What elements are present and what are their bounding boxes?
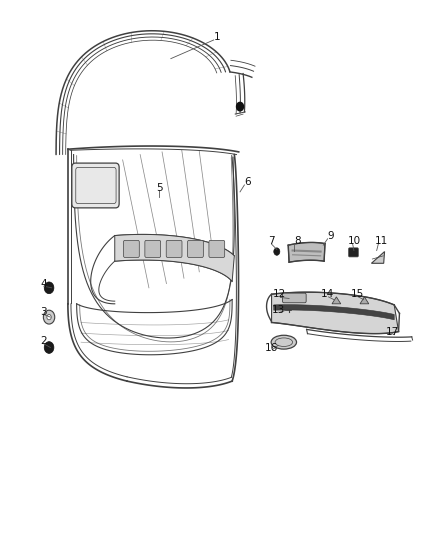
FancyBboxPatch shape [283, 293, 306, 303]
Text: 12: 12 [273, 289, 286, 299]
FancyBboxPatch shape [166, 240, 182, 257]
Text: 17: 17 [385, 327, 399, 336]
Text: 15: 15 [350, 289, 364, 299]
Polygon shape [332, 297, 341, 304]
FancyBboxPatch shape [349, 248, 358, 257]
FancyBboxPatch shape [124, 240, 139, 257]
Text: 11: 11 [374, 236, 388, 246]
Text: 7: 7 [268, 236, 275, 246]
Polygon shape [288, 243, 325, 262]
Text: 8: 8 [294, 236, 301, 246]
Text: 6: 6 [244, 177, 251, 187]
Circle shape [274, 248, 280, 255]
Polygon shape [360, 297, 369, 304]
FancyBboxPatch shape [72, 163, 119, 208]
FancyBboxPatch shape [145, 240, 161, 257]
Text: 13: 13 [272, 305, 285, 315]
Text: 3: 3 [40, 307, 47, 317]
Polygon shape [272, 292, 399, 334]
Text: 1: 1 [213, 33, 220, 42]
Circle shape [47, 314, 51, 320]
Circle shape [237, 102, 244, 111]
FancyBboxPatch shape [187, 240, 203, 257]
Polygon shape [274, 305, 394, 320]
Ellipse shape [271, 335, 297, 349]
Circle shape [44, 342, 54, 353]
Polygon shape [371, 252, 385, 263]
Circle shape [44, 282, 54, 294]
Text: 4: 4 [40, 279, 47, 288]
Text: 5: 5 [156, 183, 163, 192]
Text: 2: 2 [40, 336, 47, 346]
FancyBboxPatch shape [209, 240, 225, 257]
Polygon shape [115, 235, 234, 281]
Circle shape [43, 310, 55, 324]
Text: 14: 14 [321, 289, 334, 299]
Text: 9: 9 [327, 231, 334, 240]
Text: 10: 10 [348, 236, 361, 246]
Text: 16: 16 [265, 343, 278, 352]
